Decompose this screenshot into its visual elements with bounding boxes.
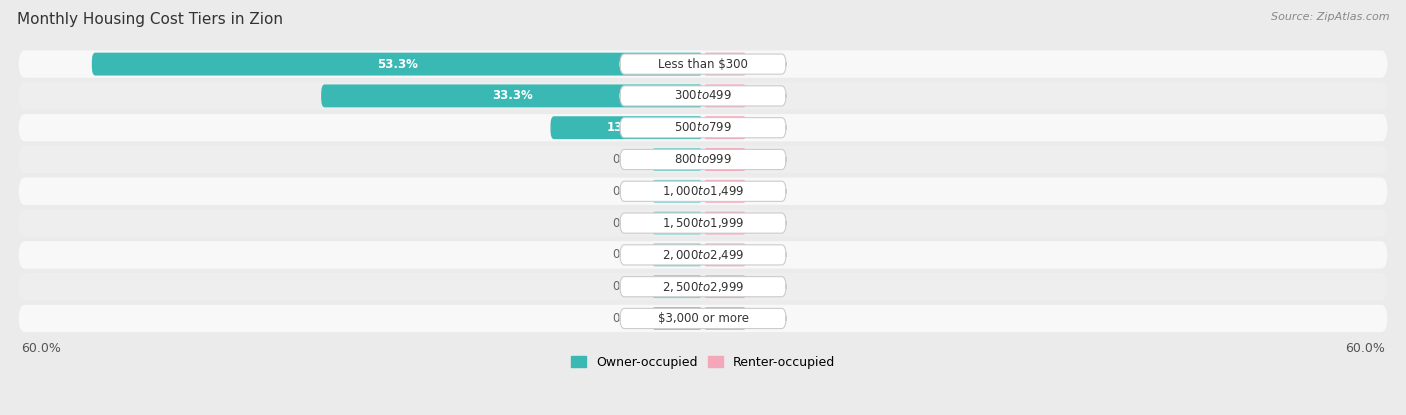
FancyBboxPatch shape <box>18 210 1388 237</box>
FancyBboxPatch shape <box>651 244 703 266</box>
Text: Less than $300: Less than $300 <box>658 58 748 71</box>
FancyBboxPatch shape <box>703 307 747 330</box>
FancyBboxPatch shape <box>651 307 703 330</box>
Text: 0.0%: 0.0% <box>756 312 786 325</box>
FancyBboxPatch shape <box>18 178 1388 205</box>
FancyBboxPatch shape <box>703 212 747 234</box>
FancyBboxPatch shape <box>703 116 747 139</box>
Text: 0.0%: 0.0% <box>756 280 786 293</box>
FancyBboxPatch shape <box>703 244 747 266</box>
FancyBboxPatch shape <box>620 86 786 106</box>
Text: 53.3%: 53.3% <box>377 58 418 71</box>
FancyBboxPatch shape <box>703 275 747 298</box>
Legend: Owner-occupied, Renter-occupied: Owner-occupied, Renter-occupied <box>567 351 839 374</box>
FancyBboxPatch shape <box>18 241 1388 269</box>
Text: 0.0%: 0.0% <box>756 153 786 166</box>
FancyBboxPatch shape <box>620 117 786 138</box>
Text: $800 to $999: $800 to $999 <box>673 153 733 166</box>
FancyBboxPatch shape <box>620 54 786 74</box>
Text: 0.0%: 0.0% <box>756 249 786 261</box>
FancyBboxPatch shape <box>18 305 1388 332</box>
FancyBboxPatch shape <box>321 84 703 107</box>
FancyBboxPatch shape <box>18 82 1388 110</box>
FancyBboxPatch shape <box>703 148 747 171</box>
FancyBboxPatch shape <box>651 275 703 298</box>
Text: 60.0%: 60.0% <box>21 342 60 355</box>
FancyBboxPatch shape <box>620 213 786 233</box>
FancyBboxPatch shape <box>620 277 786 297</box>
FancyBboxPatch shape <box>18 51 1388 78</box>
Text: 0.0%: 0.0% <box>756 58 786 71</box>
Text: 0.0%: 0.0% <box>756 121 786 134</box>
FancyBboxPatch shape <box>620 308 786 329</box>
FancyBboxPatch shape <box>620 149 786 170</box>
FancyBboxPatch shape <box>651 148 703 171</box>
Text: 0.0%: 0.0% <box>613 217 643 229</box>
Text: 0.0%: 0.0% <box>613 153 643 166</box>
Text: 0.0%: 0.0% <box>756 89 786 103</box>
Text: $500 to $799: $500 to $799 <box>673 121 733 134</box>
Text: $2,500 to $2,999: $2,500 to $2,999 <box>662 280 744 294</box>
Text: $3,000 or more: $3,000 or more <box>658 312 748 325</box>
Text: 0.0%: 0.0% <box>613 185 643 198</box>
FancyBboxPatch shape <box>620 181 786 201</box>
FancyBboxPatch shape <box>18 273 1388 300</box>
Text: $2,000 to $2,499: $2,000 to $2,499 <box>662 248 744 262</box>
Text: 0.0%: 0.0% <box>613 312 643 325</box>
Text: Source: ZipAtlas.com: Source: ZipAtlas.com <box>1271 12 1389 22</box>
FancyBboxPatch shape <box>620 245 786 265</box>
FancyBboxPatch shape <box>703 84 747 107</box>
Text: $1,000 to $1,499: $1,000 to $1,499 <box>662 184 744 198</box>
Text: 60.0%: 60.0% <box>1346 342 1385 355</box>
FancyBboxPatch shape <box>651 180 703 203</box>
FancyBboxPatch shape <box>18 114 1388 142</box>
Text: 0.0%: 0.0% <box>613 280 643 293</box>
FancyBboxPatch shape <box>551 116 703 139</box>
FancyBboxPatch shape <box>18 146 1388 173</box>
FancyBboxPatch shape <box>703 180 747 203</box>
Text: $1,500 to $1,999: $1,500 to $1,999 <box>662 216 744 230</box>
Text: 0.0%: 0.0% <box>756 185 786 198</box>
Text: 33.3%: 33.3% <box>492 89 533 103</box>
FancyBboxPatch shape <box>651 212 703 234</box>
Text: Monthly Housing Cost Tiers in Zion: Monthly Housing Cost Tiers in Zion <box>17 12 283 27</box>
FancyBboxPatch shape <box>703 53 747 76</box>
Text: 13.3%: 13.3% <box>606 121 647 134</box>
Text: $300 to $499: $300 to $499 <box>673 89 733 103</box>
FancyBboxPatch shape <box>91 53 703 76</box>
Text: 0.0%: 0.0% <box>756 217 786 229</box>
Text: 0.0%: 0.0% <box>613 249 643 261</box>
